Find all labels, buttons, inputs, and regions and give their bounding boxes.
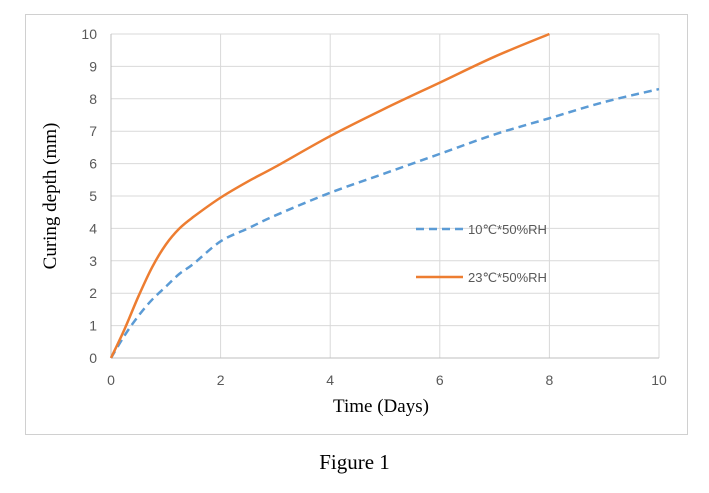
legend-label: 10℃*50%RH — [468, 222, 547, 237]
y-tick-label: 6 — [89, 156, 97, 172]
legend-label: 23℃*50%RH — [468, 270, 547, 285]
y-tick-label: 4 — [89, 220, 97, 236]
y-tick-label: 2 — [89, 285, 97, 301]
y-tick-label: 7 — [89, 123, 97, 139]
x-tick-label: 0 — [107, 372, 115, 388]
y-tick-label: 5 — [89, 188, 97, 204]
x-tick-label: 2 — [217, 372, 225, 388]
x-tick-label: 8 — [546, 372, 554, 388]
series-line — [109, 87, 660, 359]
grid — [110, 33, 660, 359]
y-tick-label: 9 — [89, 58, 97, 74]
x-tick-label: 10 — [651, 372, 667, 388]
y-axis-title: Curing depth (mm) — [40, 123, 61, 270]
x-tick-label: 4 — [326, 372, 334, 388]
figure-caption: Figure 1 — [319, 450, 390, 474]
x-axis-title: Time (Days) — [333, 396, 429, 417]
series-line — [109, 32, 550, 359]
y-tick-label: 0 — [89, 350, 97, 366]
y-tick-label: 10 — [81, 26, 97, 42]
series-lines — [109, 32, 660, 359]
line-chart: 0 1 2 3 4 5 6 7 8 9 10 0 2 4 6 8 10 10℃*50%RH 23℃*50%RH T… — [40, 26, 667, 417]
y-tick-label: 8 — [89, 91, 97, 107]
x-tick-label: 6 — [436, 372, 444, 388]
axes: 0 1 2 3 4 5 6 7 8 9 10 0 2 4 6 8 10 — [81, 26, 667, 388]
y-tick-label: 3 — [89, 253, 97, 269]
chart-frame: 0 1 2 3 4 5 6 7 8 9 10 0 2 4 6 8 10 10℃*50%RH 23℃*50%RH T… — [25, 14, 688, 435]
y-tick-label: 1 — [89, 318, 97, 334]
legend: 10℃*50%RH 23℃*50%RH — [416, 222, 547, 285]
